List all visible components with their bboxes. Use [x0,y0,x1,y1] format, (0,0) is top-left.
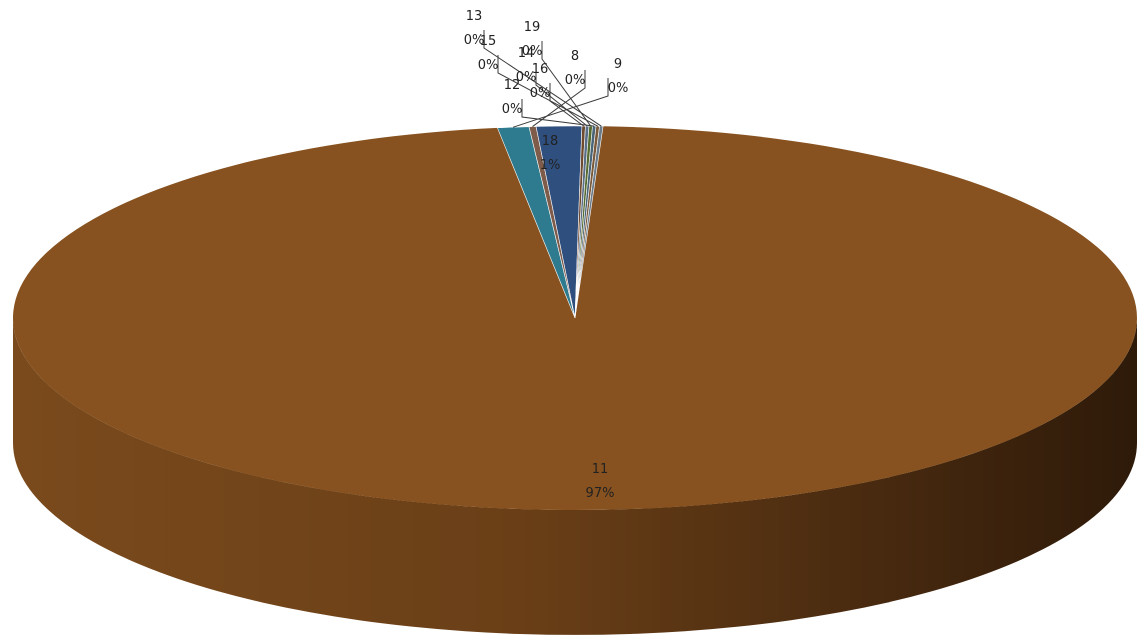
data-label-category-18: 18 [542,134,559,149]
pie-side [13,318,1137,635]
data-label-category-16: 16 [532,62,549,77]
data-label-category-12: 12 [504,78,521,93]
data-label-percent-8: 0% [565,73,586,88]
data-label-percent-16: 0% [530,86,551,101]
pie-slice-11 [13,126,1138,510]
data-label-category-11: 11 [592,462,609,477]
data-label-category-15: 15 [480,34,497,49]
data-label-category-14: 14 [518,46,535,61]
data-label-category-8: 8 [571,49,579,64]
data-label-category-9: 9 [614,57,622,72]
leader-line-9 [513,78,609,128]
data-label-category-19: 19 [524,20,541,35]
data-label-percent-19: 0% [522,44,543,59]
data-label-percent-9: 0% [608,81,629,96]
data-label-percent-18: 1% [540,158,561,173]
data-label-percent-15: 0% [478,58,499,73]
data-label-percent-11: 97% [586,486,615,501]
data-label-percent-12: 0% [502,102,523,117]
data-label-category-13: 13 [466,9,483,24]
pie-top [13,125,1138,510]
leader-line-14 [535,67,588,127]
leader-line-19 [541,41,592,127]
leader-line-13 [483,30,602,127]
leader-line-12 [521,99,595,127]
pie-depth [13,318,1137,635]
data-label-percent-14: 0% [516,70,537,85]
leader-line-15 [497,55,599,127]
leader-lines [483,30,609,128]
leader-line-8 [532,70,586,127]
data-label-percent-13: 0% [464,33,485,48]
